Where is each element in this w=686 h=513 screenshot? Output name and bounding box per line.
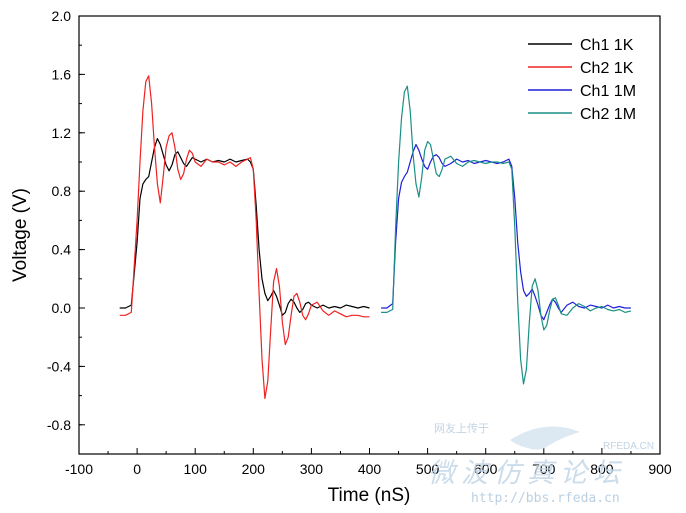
x-tick-label: -100 [65,461,93,477]
series-line [381,143,631,321]
x-tick-label: 500 [416,461,440,477]
series-layer [119,75,632,400]
legend: Ch1 1K Ch2 1K Ch1 1M Ch2 1M [528,37,636,123]
y-tick-label: 2.0 [52,8,72,24]
y-tick-label: -0.8 [47,417,71,433]
x-tick-label: 200 [242,461,266,477]
bird-logo-icon [510,426,580,450]
x-tick-label: 0 [133,461,141,477]
x-tick-label: 600 [474,461,498,477]
y-tick-label: 0.0 [52,300,72,316]
legend-label: Ch2 1M [580,106,636,123]
y-tick-label: -0.4 [47,358,71,374]
x-tick-label: 900 [648,461,672,477]
y-tick-label: 0.4 [52,242,72,258]
legend-label: Ch2 1K [580,60,634,77]
series-line [119,75,370,400]
y-axis-title: Voltage (V) [10,188,31,282]
axis-tick-labels: -100 0 100 200 300 400 500 600 700 800 900 -0.8 -0.4… [47,8,672,477]
watermark: 网友上传于 RFEDA.CN 微波仿真论坛 http://bbs.rfeda.c… [428,421,654,506]
series-line [119,138,370,316]
watermark-small-text: 网友上传于 [434,421,489,435]
y-tick-label: 1.2 [52,125,72,141]
x-tick-label: 800 [590,461,614,477]
watermark-chinese-text: 微波仿真论坛 [428,458,626,488]
x-tick-label: 700 [532,461,556,477]
plot-frame [78,15,661,455]
x-tick-label: 400 [358,461,382,477]
y-tick-label: 0.8 [52,183,72,199]
legend-label: Ch1 1K [580,37,634,54]
axis-ticks [78,15,661,455]
watermark-url: http://bbs.rfeda.cn [471,491,620,506]
x-tick-label: 300 [300,461,324,477]
legend-label: Ch1 1M [580,83,636,100]
y-tick-label: 1.6 [52,66,72,82]
watermark-site-label: RFEDA.CN [603,441,654,452]
series-line [381,85,632,385]
x-tick-label: 100 [184,461,208,477]
x-axis-title: Time (nS) [328,485,411,506]
